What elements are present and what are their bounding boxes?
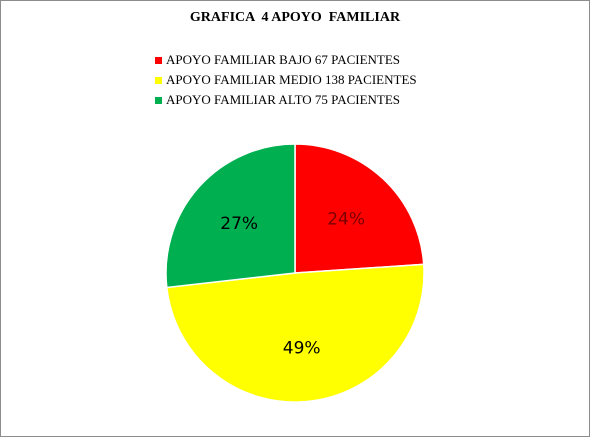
legend-label-medio: APOYO FAMILIAR MEDIO 138 PACIENTES <box>166 72 417 87</box>
legend-swatch-bajo <box>155 56 162 64</box>
legend-item-alto: APOYO FAMILIAR ALTO 75 PACIENTES <box>155 90 417 110</box>
pie-slice-bajo <box>294 143 425 274</box>
chart-title: GRAFICA 4 APOYO FAMILIAR <box>189 10 401 25</box>
legend-swatch-alto <box>155 96 162 104</box>
legend-label-bajo: APOYO FAMILIAR BAJO 67 PACIENTES <box>166 52 401 67</box>
slice-label-alto: 27% <box>220 214 258 234</box>
pie-slice-alto <box>165 143 296 289</box>
legend-label-alto: APOYO FAMILIAR ALTO 75 PACIENTES <box>166 92 401 107</box>
legend: APOYO FAMILIAR BAJO 67 PACIENTES APOYO F… <box>155 50 417 110</box>
legend-item-medio: APOYO FAMILIAR MEDIO 138 PACIENTES <box>155 70 417 90</box>
legend-swatch-medio <box>155 76 162 84</box>
legend-item-bajo: APOYO FAMILIAR BAJO 67 PACIENTES <box>155 50 417 70</box>
pie-slice-medio <box>165 263 425 403</box>
slice-label-bajo: 24% <box>327 209 365 229</box>
slice-label-medio: 49% <box>283 339 321 359</box>
